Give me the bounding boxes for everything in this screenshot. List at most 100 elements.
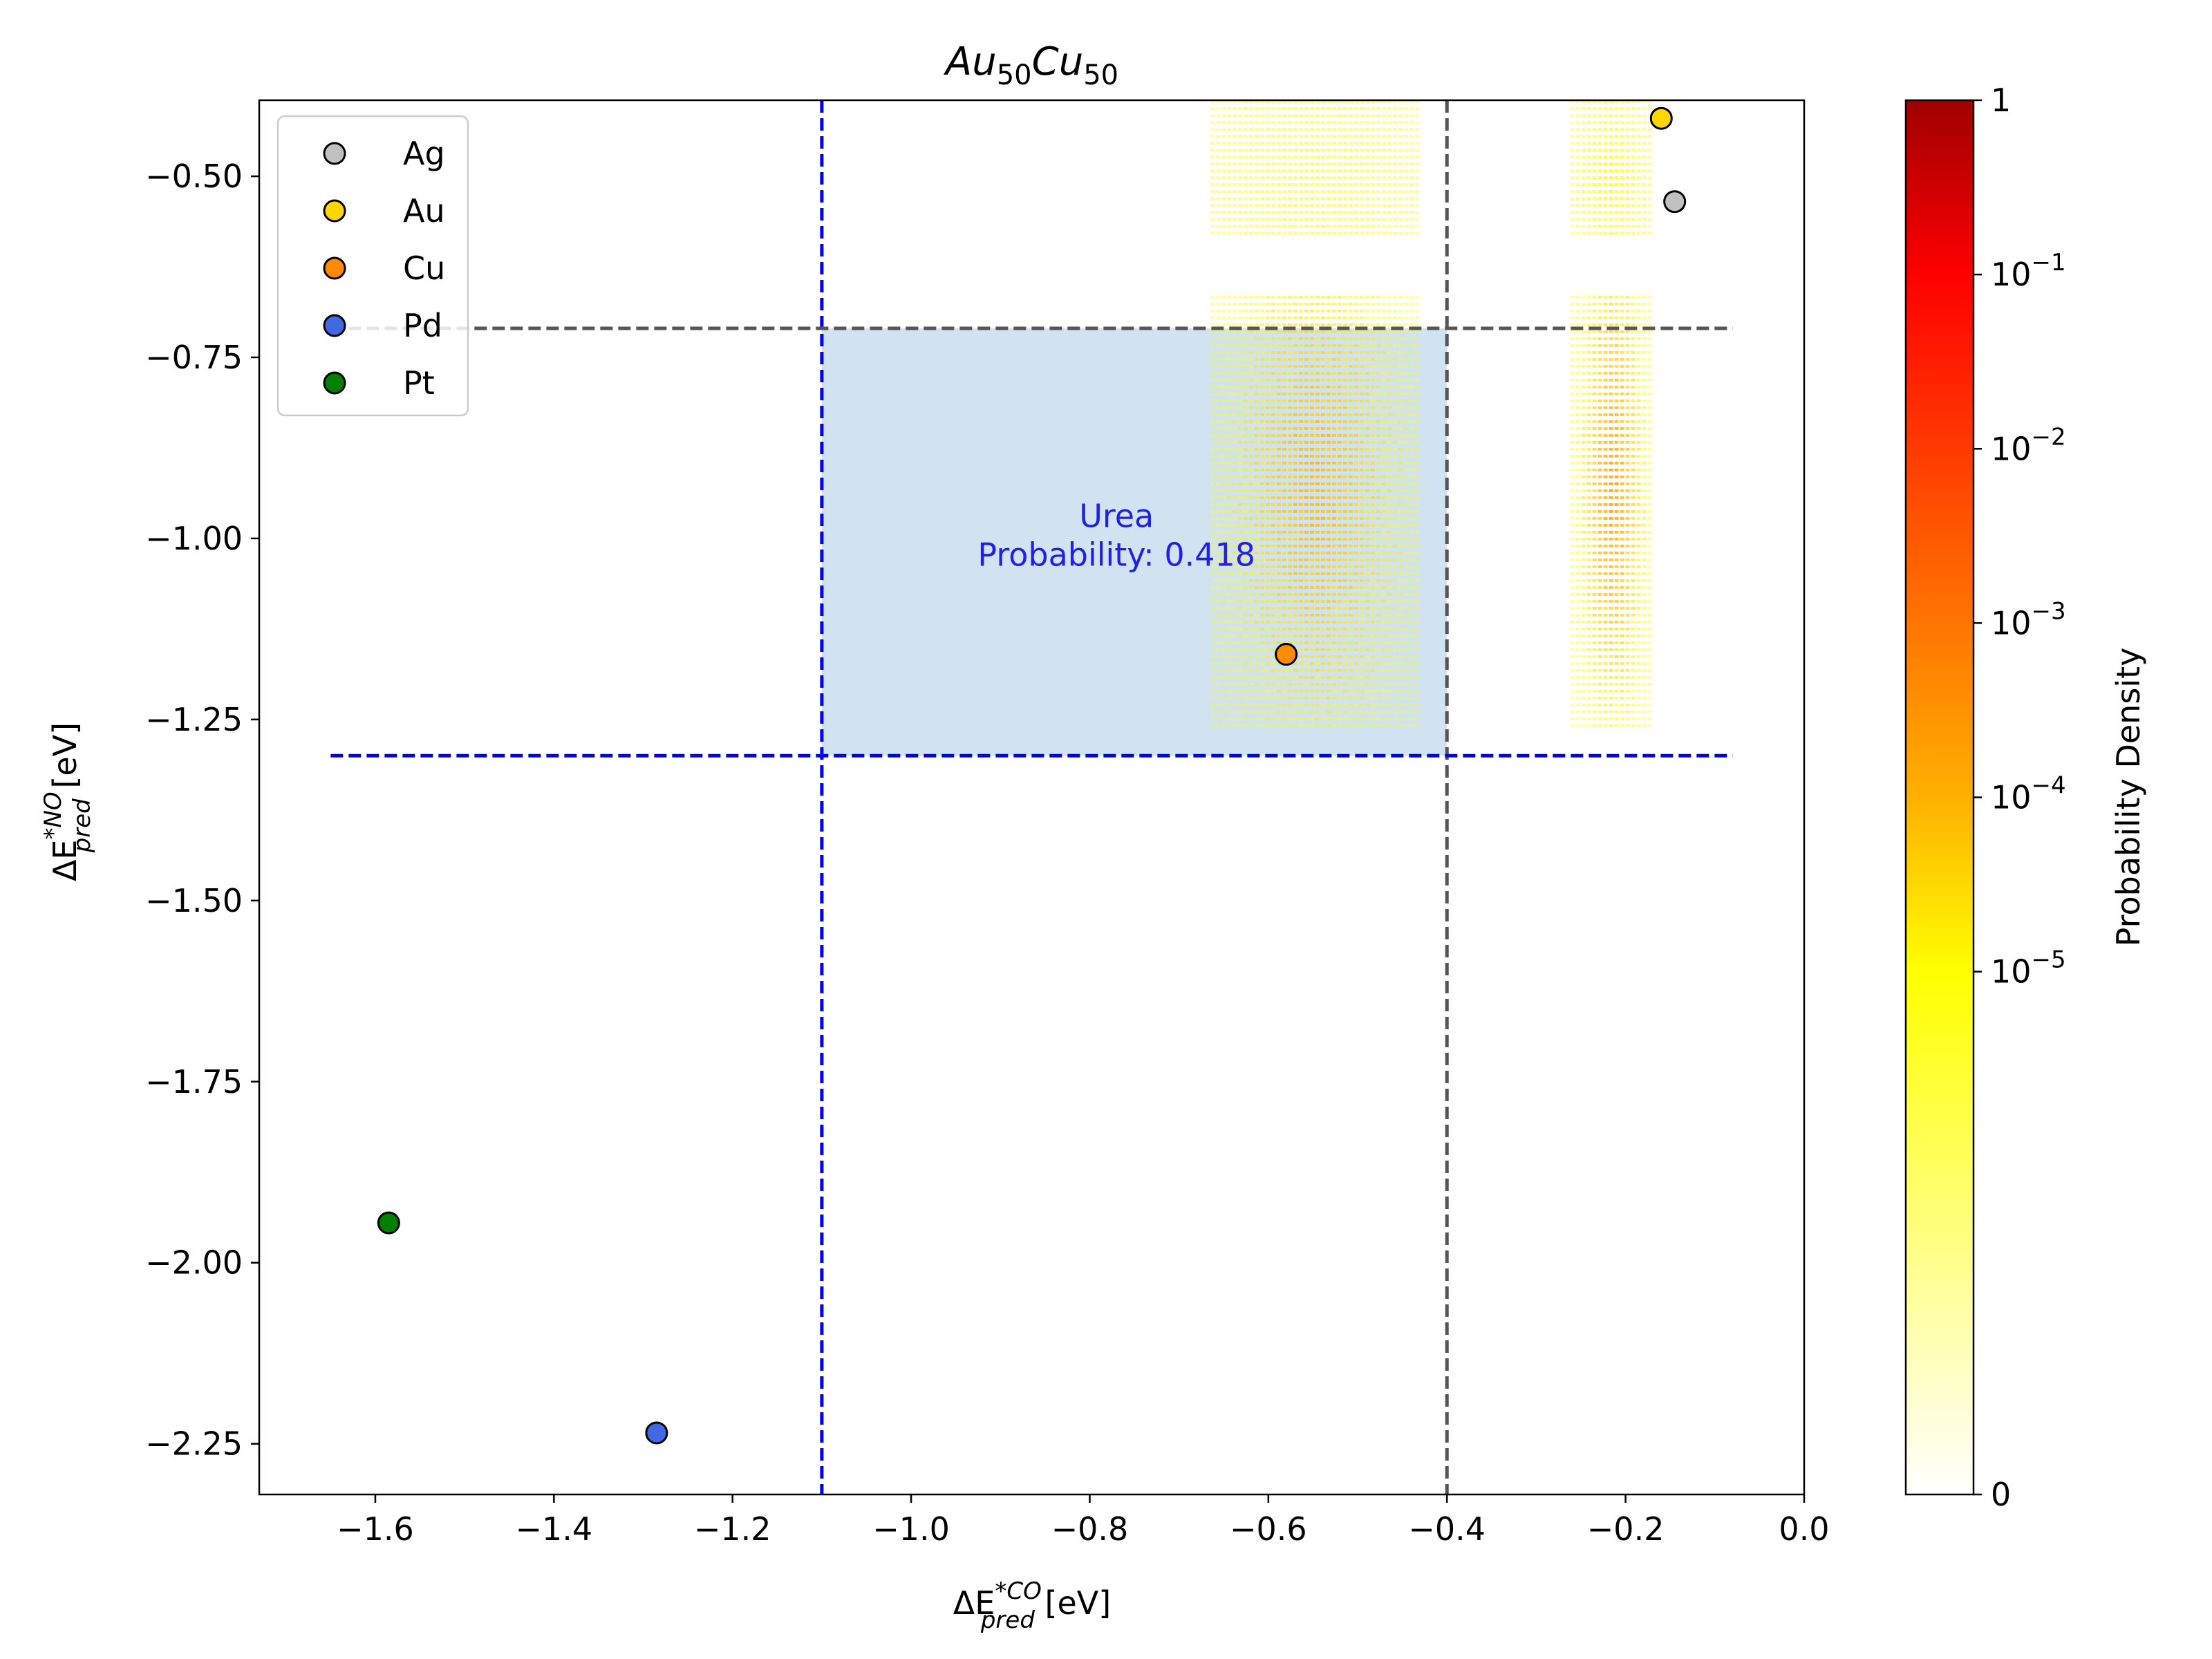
density-cell [1237,682,1242,686]
density-cell [1348,162,1353,165]
density-cell [1221,100,1226,103]
density-cell [1226,523,1231,527]
density-cell [1342,100,1347,103]
density-cell [1381,634,1386,637]
density-cell [1243,544,1248,547]
density-cell [1293,218,1297,221]
density-cell [1398,613,1403,617]
density-cell [1237,703,1242,706]
density-cell [1614,128,1619,131]
density-cell [1642,232,1647,234]
density-cell [1636,544,1641,547]
density-cell [1265,544,1270,547]
density-cell [1581,225,1586,227]
density-cell [1276,121,1281,124]
density-cell [1326,710,1331,713]
density-cell [1276,323,1281,326]
density-cell [1381,565,1386,568]
density-cell [1620,440,1624,444]
density-cell [1365,655,1369,658]
density-cell [1331,655,1336,658]
density-cell [1320,232,1325,234]
density-cell [1315,440,1320,444]
density-cell [1620,218,1624,221]
density-cell [1414,107,1419,110]
density-cell [1326,724,1331,727]
density-cell [1342,475,1347,478]
density-cell [1353,641,1358,644]
density-cell [1210,468,1215,471]
density-cell [1631,413,1635,416]
density-cell [1315,121,1320,124]
density-cell [1575,585,1580,589]
density-cell [1304,551,1309,554]
density-cell [1409,433,1414,437]
density-cell [1298,489,1303,492]
density-cell [1337,558,1342,561]
density-cell [1309,606,1314,610]
density-cell [1232,689,1237,693]
density-cell [1592,447,1597,451]
density-cell [1620,627,1624,630]
density-cell [1636,413,1641,416]
density-cell [1348,406,1353,409]
density-cell [1304,662,1309,665]
density-cell [1248,489,1253,492]
density-cell [1265,413,1270,416]
density-cell [1320,565,1325,568]
density-cell [1636,162,1641,165]
density-cell [1575,482,1580,485]
density-cell [1315,295,1320,299]
density-cell [1359,585,1364,589]
density-cell [1337,572,1342,575]
density-cell [1221,337,1226,340]
density-cell [1398,420,1403,423]
density-cell [1387,420,1391,423]
density-cell [1609,641,1613,644]
density-cell [1398,385,1403,388]
density-cell [1376,337,1380,340]
density-cell [1259,169,1264,172]
density-cell [1398,641,1403,644]
density-cell [1320,682,1325,686]
density-cell [1271,156,1275,158]
density-cell [1597,316,1602,319]
density-cell [1265,454,1270,458]
density-cell [1326,634,1331,637]
density-cell [1592,337,1597,340]
density-cell [1232,190,1237,193]
density-cell [1403,668,1408,672]
density-cell [1221,627,1226,630]
density-cell [1237,579,1242,582]
density-cell [1592,232,1597,234]
density-cell [1243,503,1248,506]
density-cell [1276,337,1281,340]
density-cell [1342,302,1347,306]
density-cell [1309,309,1314,312]
density-cell [1359,572,1364,575]
density-cell [1226,190,1231,193]
density-cell [1276,662,1281,665]
density-cell [1254,128,1259,131]
density-cell [1232,641,1237,644]
x-tick-label: −1.2 [694,1510,771,1548]
density-cell [1575,627,1580,630]
density-cell [1298,662,1303,665]
density-cell [1581,703,1586,706]
density-cell [1398,703,1403,706]
density-cell [1259,544,1264,547]
density-cell [1315,606,1320,610]
density-cell [1293,350,1297,354]
x-tick-label: −1.6 [337,1510,414,1548]
density-cell [1642,551,1647,554]
density-cell [1370,710,1375,713]
density-cell [1287,516,1292,520]
density-cell [1609,468,1613,471]
density-cell [1342,710,1347,713]
density-cell [1586,420,1591,423]
density-cell [1271,433,1275,437]
density-cell [1337,344,1342,347]
density-cell [1259,682,1264,686]
density-cell [1243,620,1248,624]
density-cell [1331,689,1336,693]
